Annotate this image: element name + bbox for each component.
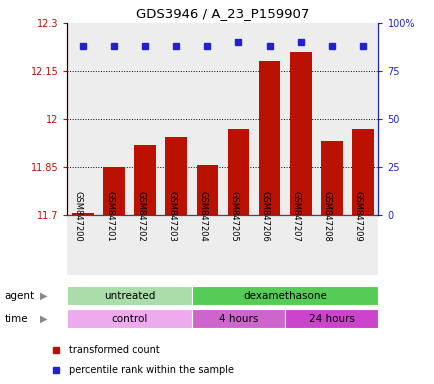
Bar (161, 215, 191, 275)
Bar (67, 309, 191, 328)
Bar (191, 286, 378, 305)
Title: GDS3946 / A_23_P159907: GDS3946 / A_23_P159907 (136, 7, 309, 20)
Text: ▶: ▶ (39, 314, 47, 324)
Bar (253, 23, 285, 215)
Bar (165, 137, 187, 215)
Bar (258, 61, 280, 215)
Bar (316, 23, 347, 215)
Bar (222, 23, 253, 215)
Bar (222, 215, 253, 275)
Bar (320, 141, 342, 215)
Text: ▶: ▶ (39, 291, 47, 301)
Text: percentile rank within the sample: percentile rank within the sample (69, 364, 233, 375)
Bar (191, 309, 285, 328)
Bar (67, 23, 98, 215)
Text: dexamethasone: dexamethasone (243, 291, 326, 301)
Bar (346, 215, 378, 275)
Text: GSM847200: GSM847200 (74, 191, 83, 242)
Text: GSM847206: GSM847206 (260, 191, 269, 242)
Bar (285, 23, 316, 215)
Text: 4 hours: 4 hours (218, 314, 258, 324)
Bar (346, 23, 378, 215)
Bar (129, 23, 161, 215)
Text: GSM847204: GSM847204 (198, 191, 207, 242)
Bar (67, 215, 98, 275)
Bar (285, 309, 378, 328)
Text: GSM847209: GSM847209 (353, 191, 362, 242)
Text: GSM847202: GSM847202 (136, 191, 145, 242)
Text: GSM847201: GSM847201 (105, 191, 114, 242)
Bar (196, 166, 218, 215)
Bar (161, 23, 191, 215)
Bar (103, 167, 125, 215)
Bar (253, 215, 285, 275)
Bar (285, 215, 316, 275)
Bar (98, 23, 129, 215)
Text: GSM847208: GSM847208 (322, 191, 331, 242)
Bar (289, 52, 311, 215)
Text: GSM847203: GSM847203 (167, 191, 176, 242)
Text: transformed count: transformed count (69, 345, 159, 355)
Bar (72, 214, 94, 215)
Text: GSM847207: GSM847207 (291, 191, 300, 242)
Text: GSM847205: GSM847205 (229, 191, 238, 242)
Text: 24 hours: 24 hours (308, 314, 354, 324)
Bar (191, 215, 223, 275)
Bar (67, 286, 191, 305)
Bar (351, 129, 373, 215)
Text: untreated: untreated (104, 291, 155, 301)
Bar (129, 215, 161, 275)
Bar (316, 215, 347, 275)
Bar (191, 23, 223, 215)
Bar (134, 145, 156, 215)
Text: agent: agent (4, 291, 34, 301)
Bar (98, 215, 129, 275)
Text: time: time (4, 314, 28, 324)
Bar (227, 129, 249, 215)
Text: control: control (111, 314, 148, 324)
